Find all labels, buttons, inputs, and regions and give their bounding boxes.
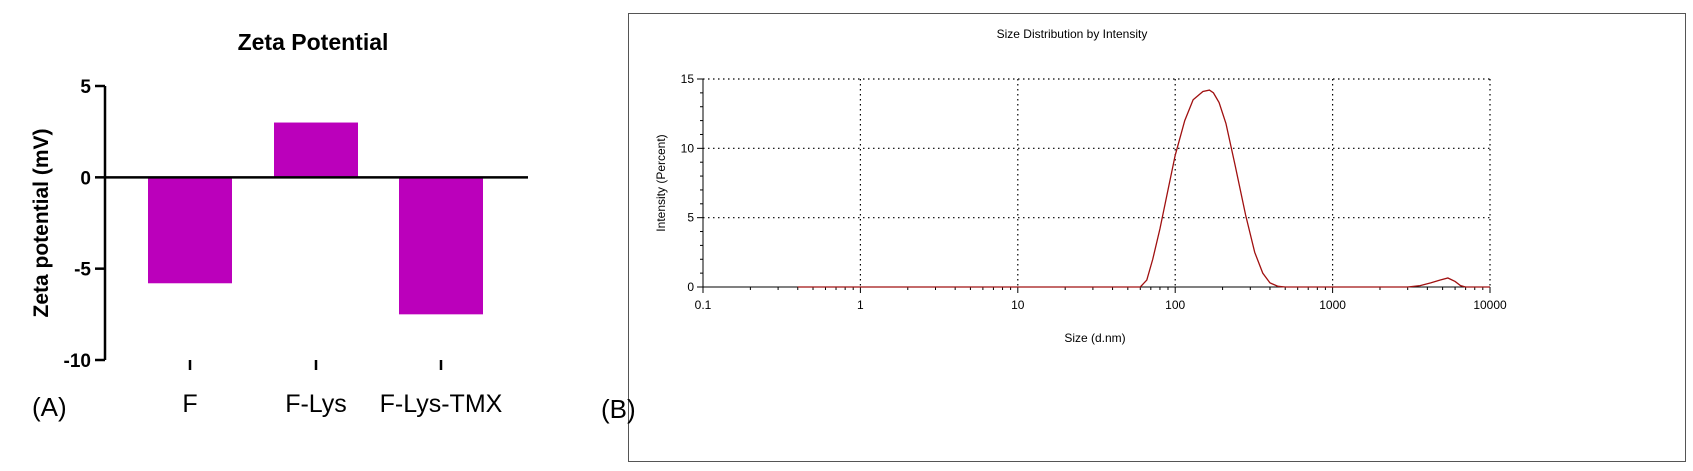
y-tick-label: 0: [687, 280, 694, 294]
x-tick-label: 10: [1011, 298, 1025, 312]
intensity-series-line: [797, 89, 1490, 288]
chart-title: Size Distribution by Intensity: [997, 27, 1148, 41]
panel-label-b: (B): [601, 394, 636, 424]
y-tick-label: -5: [74, 260, 91, 281]
x-tick-label: F: [182, 390, 197, 418]
y-tick-label: 5: [687, 211, 694, 225]
zeta-potential-chart: Zeta Potential Zeta potential (mV) 5 0 -5 -10…: [30, 29, 528, 418]
y-tick-label: 0: [80, 168, 91, 189]
x-axis-label: Size (d.nm): [1064, 331, 1125, 345]
bar-f-lys-tmx: [399, 177, 483, 315]
y-tick-label: 15: [681, 72, 695, 86]
y-tick-label: 10: [681, 141, 695, 155]
y-axis-label: Zeta potential (mV): [30, 128, 53, 317]
y-axis-label: Intensity (Percent): [654, 134, 668, 231]
x-tick-label: 1: [857, 298, 864, 312]
zeta-potential-panel: Zeta Potential Zeta potential (mV) 5 0 -5 -10…: [0, 0, 580, 471]
x-tick-label: F-Lys: [285, 390, 347, 418]
x-tick-label: 100: [1165, 298, 1185, 312]
x-tick-label: 1000: [1319, 298, 1346, 312]
x-tick-label: 10000: [1473, 298, 1507, 312]
chart-title: Zeta Potential: [238, 29, 389, 55]
y-tick-label: -10: [64, 351, 91, 372]
x-tick-label: F-Lys-TMX: [380, 390, 503, 418]
y-tick-label: 5: [80, 77, 91, 98]
panel-label-a: (A): [32, 392, 67, 422]
bar-f: [148, 177, 232, 284]
x-tick-label: 0.1: [695, 298, 712, 312]
size-distribution-panel: Size Distribution by Intensity Size (d.nm…: [601, 13, 1686, 462]
size-distribution-chart: Size Distribution by Intensity Size (d.nm…: [654, 27, 1507, 345]
bar-f-lys: [274, 122, 358, 178]
